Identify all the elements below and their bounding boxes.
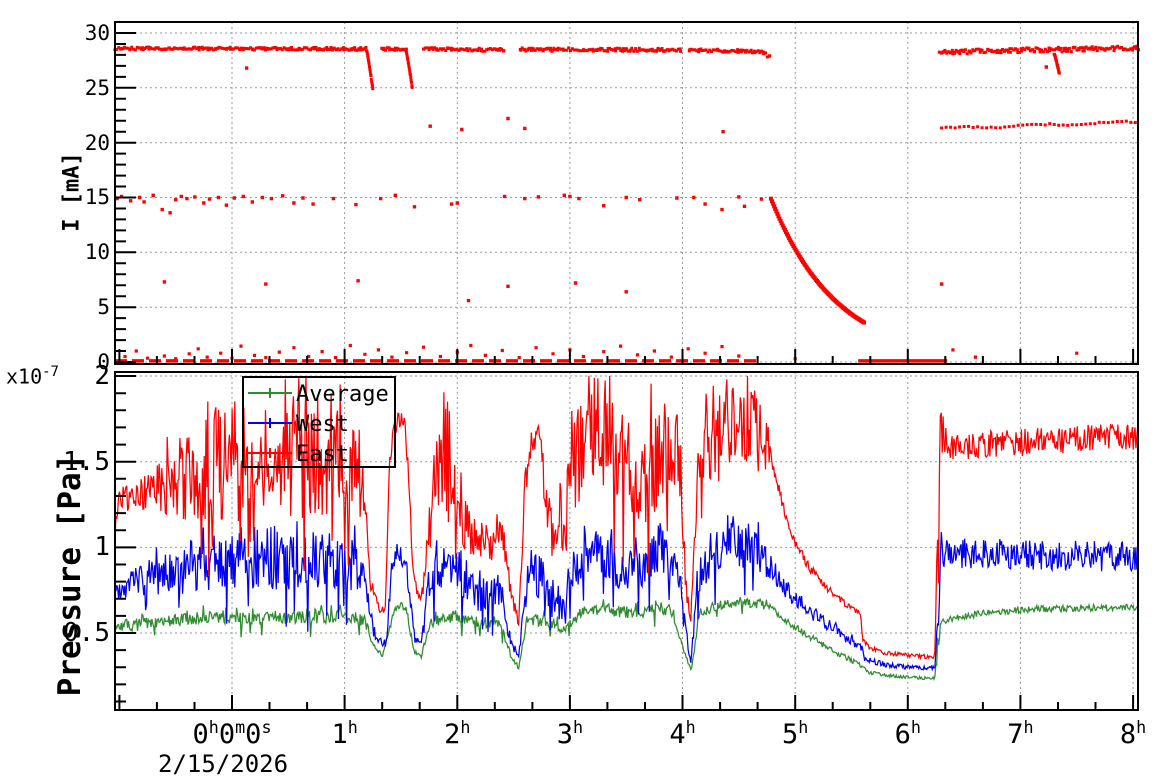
current-y-tick-label: 30 xyxy=(84,20,110,45)
current-scatter-points xyxy=(113,44,1141,361)
x-tick-label: 0h0m0s xyxy=(192,717,272,751)
current-y-tick-label: 5 xyxy=(97,295,110,320)
pressure-y-tick-label: 1.5 xyxy=(63,446,110,477)
pressure-axis-title: Pressure [Pa] xyxy=(52,453,88,697)
x-tick-label: 2h xyxy=(444,717,471,751)
current-panel-frame xyxy=(114,21,1139,365)
current-y-tick-label: 15 xyxy=(84,185,110,210)
x-tick-label: 6h xyxy=(894,717,921,751)
legend-box xyxy=(242,376,396,468)
pressure-panel-frame xyxy=(114,371,1139,711)
legend-label-east: East xyxy=(296,442,349,467)
x-tick-label: 1h xyxy=(331,717,358,751)
current-y-tick-label: 25 xyxy=(84,75,110,100)
scale-base: x10 xyxy=(6,364,43,389)
series-west-path xyxy=(114,515,1138,672)
scale-exponent: -7 xyxy=(42,364,59,380)
legend-label-average: Average xyxy=(296,382,389,407)
current-y-tick-label: 20 xyxy=(84,130,110,155)
date-label: 2/15/2026 xyxy=(158,750,289,778)
current-y-tick-label: 10 xyxy=(84,240,110,265)
pressure-y-tick-label: 1 xyxy=(94,532,110,563)
axis-ticks xyxy=(115,32,1135,710)
x-tick-label: 4h xyxy=(669,717,696,751)
grid-lines xyxy=(115,22,1138,710)
x-tick-label: 8h xyxy=(1119,717,1147,751)
pressure-y-tick-label: 0.5 xyxy=(63,618,110,648)
current-y-tick-label: 0 xyxy=(97,350,110,374)
x-tick-label: 3h xyxy=(556,717,584,751)
x-tick-label: 7h xyxy=(1007,717,1034,751)
x-tick-label: 5h xyxy=(781,717,809,751)
current-axis-title: I [mA] xyxy=(59,152,85,232)
series-average-path xyxy=(114,597,1139,682)
legend-label-west: West xyxy=(296,412,349,437)
pressure-scale-label: x10-7 xyxy=(6,364,59,389)
pressure-y-tick-label: 2 xyxy=(94,361,110,392)
